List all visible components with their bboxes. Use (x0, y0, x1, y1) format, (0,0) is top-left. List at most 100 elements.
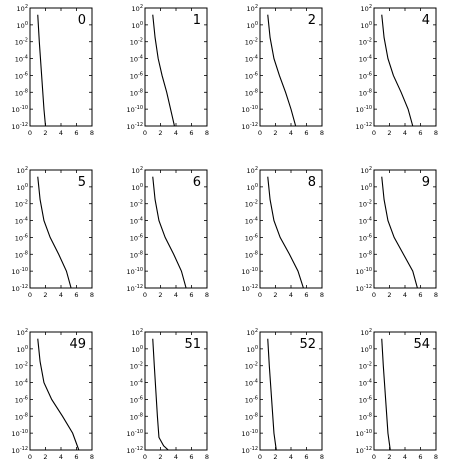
y-tick-label: 102 (247, 328, 258, 337)
y-tick-label: 10-10 (12, 267, 28, 276)
x-tick-label: 2 (387, 129, 391, 137)
y-tick-label: 10-6 (245, 71, 258, 80)
y-tick-label: 10-12 (127, 446, 143, 455)
x-tick-label: 8 (320, 453, 324, 461)
panel-label: 0 (78, 13, 86, 28)
series-line (381, 14, 414, 127)
panel-label: 51 (184, 337, 201, 352)
y-tick-label: 10-12 (12, 446, 28, 455)
y-tick-label: 10-2 (130, 38, 143, 47)
y-tick-label: 100 (132, 183, 143, 192)
y-tick-label: 100 (247, 21, 258, 30)
x-tick-label: 4 (174, 291, 178, 299)
x-tick-label: 8 (434, 129, 438, 137)
x-tick-label: 4 (59, 453, 63, 461)
series-line (381, 176, 418, 289)
x-tick-label: 0 (143, 129, 147, 137)
y-tick-label: 102 (132, 166, 143, 175)
x-tick-label: 0 (28, 129, 32, 137)
x-tick-label: 2 (273, 291, 277, 299)
y-tick-label: 100 (361, 183, 372, 192)
series-line (381, 338, 391, 451)
x-tick-label: 0 (28, 453, 32, 461)
y-tick-label: 10-10 (356, 267, 372, 276)
y-tick-label: 100 (17, 345, 28, 354)
y-tick-label: 10-6 (15, 233, 28, 242)
panel-label: 9 (422, 175, 430, 190)
y-tick-label: 10-8 (15, 412, 28, 421)
y-tick-label: 102 (132, 4, 143, 13)
y-tick-label: 10-4 (359, 217, 372, 226)
x-tick-label: 4 (289, 129, 293, 137)
y-tick-label: 10-2 (245, 38, 258, 47)
y-tick-label: 10-4 (130, 217, 143, 226)
y-tick-label: 100 (247, 345, 258, 354)
y-tick-label: 10-2 (245, 362, 258, 371)
series-line (37, 14, 47, 127)
x-tick-label: 6 (418, 129, 422, 137)
panel: 102 100 10-2 10-4 10-6 10-8 10-10 10-120 2 4 6 8 1 (127, 4, 210, 137)
y-tick-label: 100 (132, 345, 143, 354)
x-tick-label: 6 (189, 291, 193, 299)
series-line (37, 338, 80, 451)
panel-label: 6 (193, 175, 201, 190)
panel-label: 4 (422, 13, 430, 28)
y-tick-label: 10-6 (359, 395, 372, 404)
x-tick-label: 4 (174, 453, 178, 461)
y-tick-label: 10-6 (359, 71, 372, 80)
x-tick-label: 0 (372, 453, 376, 461)
x-tick-label: 4 (403, 129, 407, 137)
y-tick-label: 10-10 (242, 105, 258, 114)
x-tick-label: 8 (205, 453, 209, 461)
y-tick-label: 10-8 (15, 88, 28, 97)
x-tick-label: 2 (43, 291, 47, 299)
panel-label: 1 (193, 13, 201, 28)
series-line (267, 176, 304, 289)
x-tick-label: 2 (158, 291, 162, 299)
y-tick-label: 10-8 (245, 88, 258, 97)
x-tick-label: 0 (28, 291, 32, 299)
y-tick-label: 10-6 (130, 71, 143, 80)
x-tick-label: 6 (189, 129, 193, 137)
y-tick-label: 100 (361, 345, 372, 354)
y-tick-label: 10-2 (245, 200, 258, 209)
y-tick-label: 10-12 (242, 446, 258, 455)
y-tick-label: 10-4 (359, 379, 372, 388)
y-tick-label: 10-6 (130, 395, 143, 404)
y-tick-label: 10-10 (356, 429, 372, 438)
y-tick-label: 102 (17, 4, 28, 13)
x-tick-label: 6 (304, 453, 308, 461)
series-line (152, 176, 187, 289)
series-line (37, 176, 72, 289)
panel: 102 100 10-2 10-4 10-6 10-8 10-10 10-120 2 4 6 8 5 (12, 166, 95, 299)
y-tick-label: 10-12 (127, 122, 143, 131)
y-tick-label: 10-4 (15, 217, 28, 226)
y-tick-label: 10-2 (359, 362, 372, 371)
x-tick-label: 8 (205, 129, 209, 137)
x-tick-label: 8 (434, 291, 438, 299)
x-tick-label: 6 (418, 453, 422, 461)
y-tick-label: 10-10 (12, 105, 28, 114)
y-tick-label: 102 (247, 4, 258, 13)
y-tick-label: 102 (132, 328, 143, 337)
panel-label: 52 (299, 337, 316, 352)
x-tick-label: 2 (158, 453, 162, 461)
y-tick-label: 10-8 (130, 88, 143, 97)
x-tick-label: 4 (403, 291, 407, 299)
y-tick-label: 10-6 (245, 395, 258, 404)
x-tick-label: 8 (434, 453, 438, 461)
y-tick-label: 10-4 (245, 217, 258, 226)
x-tick-label: 0 (258, 129, 262, 137)
panel: 102 100 10-2 10-4 10-6 10-8 10-10 10-120 2 4 6 8 51 (127, 328, 210, 461)
x-tick-label: 0 (143, 453, 147, 461)
y-tick-label: 10-10 (356, 105, 372, 114)
y-tick-label: 100 (17, 183, 28, 192)
y-tick-label: 102 (247, 166, 258, 175)
x-tick-label: 2 (387, 453, 391, 461)
y-tick-label: 10-12 (242, 284, 258, 293)
panel: 102 100 10-2 10-4 10-6 10-8 10-10 10-120 2 4 6 8 8 (242, 166, 325, 299)
x-tick-label: 0 (258, 291, 262, 299)
x-tick-label: 8 (90, 453, 94, 461)
y-tick-label: 10-12 (356, 122, 372, 131)
